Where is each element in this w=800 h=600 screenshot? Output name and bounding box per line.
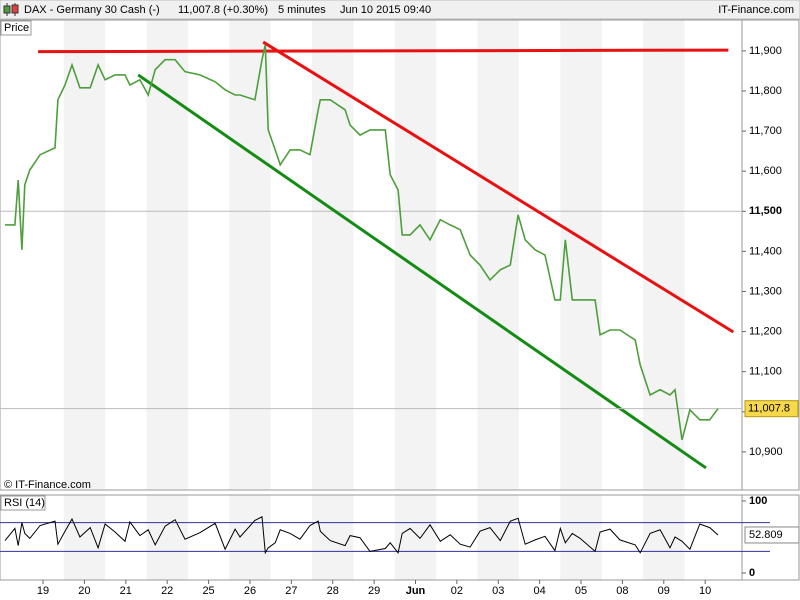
y-tick-label: 11,200 (749, 326, 782, 338)
y-tick-label: 11,300 (749, 285, 782, 297)
pane-title: RSI (14) (4, 497, 45, 509)
day-band (146, 495, 188, 580)
rsi-marker-box (744, 526, 800, 544)
x-tick-label: 22 (161, 585, 173, 597)
day-band (560, 495, 602, 580)
day-band (394, 20, 437, 490)
price-marker-label: 11,007.8 (748, 403, 790, 415)
x-tick-label: 19 (37, 585, 49, 597)
series-line (4, 516, 719, 555)
header-site: IT-Finance.com (718, 4, 794, 16)
day-band (229, 495, 271, 580)
x-tick-label: 05 (575, 585, 587, 597)
x-tick-label: 28 (327, 585, 339, 597)
day-band (312, 495, 354, 580)
y-tick-label: 11,700 (749, 125, 782, 137)
x-tick-label: 20 (78, 585, 90, 597)
header-bar (0, 0, 800, 20)
header-quote: 11,007.8 (+0.30%) (178, 4, 268, 16)
day-band (63, 20, 106, 490)
day-band (477, 20, 519, 490)
pane-title-box (0, 20, 32, 36)
x-tick-label: 04 (534, 585, 546, 597)
trend-line (137, 73, 707, 470)
series-line (5, 44, 719, 441)
header-icon (11, 4, 19, 14)
y-tick-label: 11,100 (749, 366, 782, 378)
y-tick-label: 11,600 (749, 165, 782, 177)
y-tick-label: 10,900 (749, 446, 783, 458)
y-tick-label: 11,500 (749, 205, 782, 217)
header-icon (3, 5, 11, 14)
x-tick-label: 25 (202, 585, 214, 597)
watermark: © IT-Finance.com (4, 479, 91, 491)
y-tick-label: 11,900 (749, 45, 782, 57)
price-marker-box (744, 400, 799, 418)
y-tick-label: 100 (749, 495, 767, 507)
day-band (63, 495, 106, 580)
x-tick-label: 27 (285, 585, 297, 597)
pane-title-box (0, 495, 46, 511)
trend-line (262, 40, 735, 334)
x-tick-label: 03 (492, 585, 504, 597)
y-tick-label: 11,800 (749, 85, 782, 97)
header-date: Jun 10 2015 09:40 (340, 4, 431, 16)
pane-frame (0, 19, 800, 491)
x-tick-label: 26 (244, 585, 256, 597)
x-tick-label: 08 (616, 585, 628, 597)
x-tick-label: Jun (406, 585, 426, 597)
x-tick-label: 09 (658, 585, 670, 597)
day-band (229, 20, 271, 490)
pane-title: Price (4, 22, 29, 34)
x-tick-label: 10 (699, 585, 711, 597)
header-title: DAX - Germany 30 Cash (-) (24, 4, 160, 16)
x-tick-label: 02 (451, 585, 463, 597)
rsi-marker-label: 52.809 (749, 529, 783, 541)
day-band (312, 20, 354, 490)
day-band (146, 20, 188, 490)
y-tick-label: 0 (749, 567, 755, 579)
y-tick-label: 11,400 (749, 245, 782, 257)
x-tick-label: 21 (120, 585, 132, 597)
day-band (643, 20, 685, 490)
trend-line (38, 48, 729, 54)
header-interval: 5 minutes (278, 4, 326, 16)
x-tick-label: 29 (368, 585, 380, 597)
